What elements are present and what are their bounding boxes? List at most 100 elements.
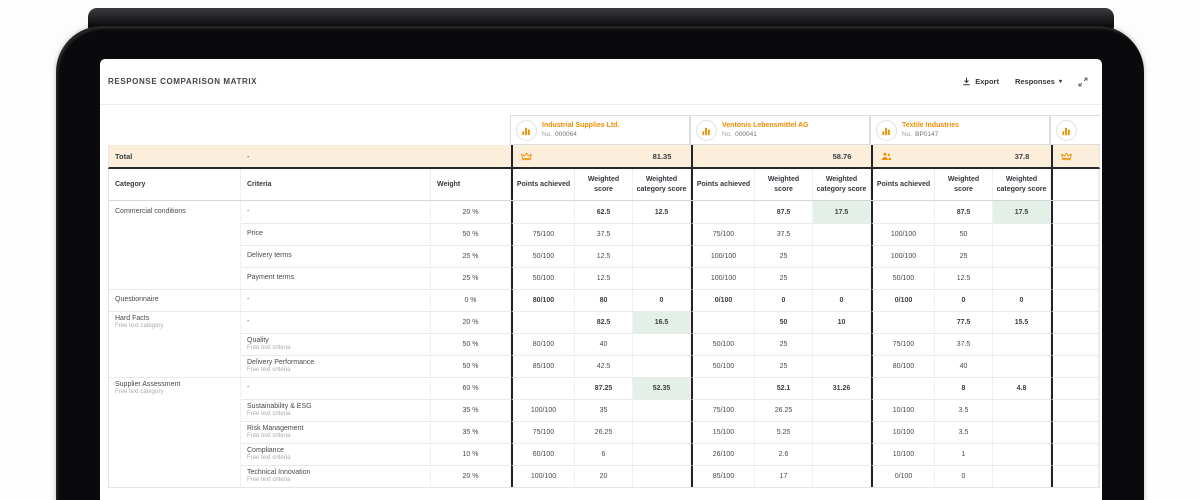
points-cell-s2: 50/100 [691, 333, 755, 355]
clipped-cell [1051, 223, 1099, 245]
criteria-cell: Delivery terms [241, 245, 431, 267]
category-label: Commercial conditions [115, 207, 186, 215]
category-cell [109, 355, 241, 377]
crown-icon [511, 145, 575, 167]
supplier-card-industrial-supplies[interactable]: Industrial Supplies Ltd. No. 000064 [510, 115, 690, 145]
supplier-name: Ventonis Lebensmittel AG [722, 122, 809, 130]
table-row: Quality Free text criteria 50 % 80/100 4… [109, 333, 1099, 355]
weighted-category-score-cell-s2: 31.26 [813, 377, 871, 399]
supplier-number: No. 000064 [542, 130, 577, 138]
table-row: Technical Innovation Free text criteria … [109, 465, 1099, 487]
weighted-category-score-cell-s2: 10 [813, 311, 871, 333]
bar-chart-icon [1056, 119, 1077, 141]
points-cell-s2: 100/100 [691, 267, 755, 289]
category-cell: Hard Facts Free text category [109, 311, 241, 333]
points-cell-s2 [691, 201, 755, 223]
weighted-category-score-cell-s1: 16.5 [633, 311, 691, 333]
supplier-card-clipped[interactable] [1050, 115, 1100, 145]
weighted-score-cell-s1: 12.5 [575, 245, 633, 267]
clipped-cell [1051, 421, 1099, 443]
weighted-category-score-cell-s3 [993, 267, 1051, 289]
points-cell-s2: 50/100 [691, 355, 755, 377]
points-cell-s2: 75/100 [691, 399, 755, 421]
criteria-label: Technical Innovation [247, 468, 311, 476]
weighted-score-cell-s2: 52.1 [755, 377, 813, 399]
points-cell-s1: 100/100 [511, 399, 575, 421]
weighted-score-cell-s2: 26.25 [755, 399, 813, 421]
criteria-sublabel: Free text criteria [247, 455, 291, 462]
weighted-score-cell-s3: 12.5 [935, 267, 993, 289]
table-row: Risk Management Free text criteria 35 % … [109, 421, 1099, 443]
weight-cell: 25 % [431, 245, 511, 267]
weighted-category-score-cell-s3: 4.8 [993, 377, 1051, 399]
criteria-label: Payment terms [247, 274, 295, 282]
weighted-score-cell-s3: 3.5 [935, 421, 993, 443]
category-label: Supplier Assessment [115, 380, 181, 388]
weighted-score-cell-s2: 25 [755, 355, 813, 377]
points-cell-s1: 50/100 [511, 267, 575, 289]
points-cell-s1: 100/100 [511, 465, 575, 487]
weighted-score-cell-s1: 20 [575, 465, 633, 487]
points-cell-s2 [691, 377, 755, 399]
col-weighted: Weighted score [575, 169, 633, 200]
points-cell-s3 [871, 311, 935, 333]
weighted-score-cell-s2: 17 [755, 465, 813, 487]
weighted-category-score-cell-s2 [813, 333, 871, 355]
supplier-number: No. 000041 [722, 130, 757, 138]
weighted-score-cell-s2: 25 [755, 267, 813, 289]
weighted-score-cell-s1: 6 [575, 443, 633, 465]
bar-chart-icon [876, 119, 897, 141]
people-icon [871, 145, 935, 167]
col-weighted: Weighted score [755, 169, 813, 200]
criteria-label: Delivery terms [247, 252, 292, 260]
responses-dropdown[interactable]: Responses ▾ [1015, 77, 1062, 86]
points-cell-s3: 10/100 [871, 421, 935, 443]
export-button[interactable]: Export [962, 77, 999, 86]
laptop-frame: RESPONSE COMPARISON MATRIX Export Respon… [56, 26, 1144, 500]
expand-button[interactable] [1078, 77, 1088, 87]
supplier-card-textile-industries[interactable]: Textile Industries No. BP0147 [870, 115, 1050, 145]
points-cell-s2: 100/100 [691, 245, 755, 267]
points-cell-s1: 80/100 [511, 289, 575, 311]
weight-cell: 60 % [431, 377, 511, 399]
download-tray-icon [962, 77, 971, 86]
col-points: Points achieved [511, 169, 575, 200]
weighted-category-score-cell-s3 [993, 421, 1051, 443]
category-sublabel: Free text category [115, 389, 164, 396]
criteria-label: - [247, 318, 250, 326]
weighted-category-score-cell-s2 [813, 421, 871, 443]
points-cell-s3: 10/100 [871, 443, 935, 465]
weighted-category-score-cell-s2 [813, 245, 871, 267]
clipped-cell [1051, 465, 1099, 487]
criteria-label: - [247, 384, 250, 392]
col-criteria: Criteria [241, 169, 431, 200]
col-points: Points achieved [871, 169, 935, 200]
weighted-category-score-cell-s3 [993, 355, 1051, 377]
weighted-score-cell-s1: 82.5 [575, 311, 633, 333]
clipped-total-icon [1051, 145, 1099, 167]
weighted-category-score-cell-s1 [633, 399, 691, 421]
weighted-score-cell-s2: 25 [755, 333, 813, 355]
supplier-header-row: Industrial Supplies Ltd. No. 000064 Vento… [108, 115, 1100, 145]
points-cell-s3: 80/100 [871, 355, 935, 377]
weighted-category-score-cell-s1 [633, 443, 691, 465]
weighted-category-score-cell-s1: 12.5 [633, 201, 691, 223]
supplier-name: Industrial Supplies Ltd. [542, 122, 620, 130]
criteria-label: Price [247, 230, 263, 238]
points-cell-s2: 15/100 [691, 421, 755, 443]
points-cell-s2: 26/100 [691, 443, 755, 465]
table-row: Price 50 % 75/100 37.5 75/100 37.5 100/1… [109, 223, 1099, 245]
weight-cell: 20 % [431, 465, 511, 487]
clipped-cell [1051, 377, 1099, 399]
supplier-card-ventonis[interactable]: Ventonis Lebensmittel AG No. 000041 [690, 115, 870, 145]
criteria-cell: Compliance Free text criteria [241, 443, 431, 465]
criteria-label: Risk Management [247, 424, 304, 432]
col-weighted-category: Weighted category score [993, 169, 1051, 200]
page-title: RESPONSE COMPARISON MATRIX [108, 77, 258, 86]
weight-cell: 50 % [431, 223, 511, 245]
weighted-category-score-cell-s3 [993, 399, 1051, 421]
criteria-cell: Quality Free text criteria [241, 333, 431, 355]
points-cell-s2 [691, 311, 755, 333]
weighted-score-cell-s1: 12.5 [575, 267, 633, 289]
clipped-cell [1051, 289, 1099, 311]
